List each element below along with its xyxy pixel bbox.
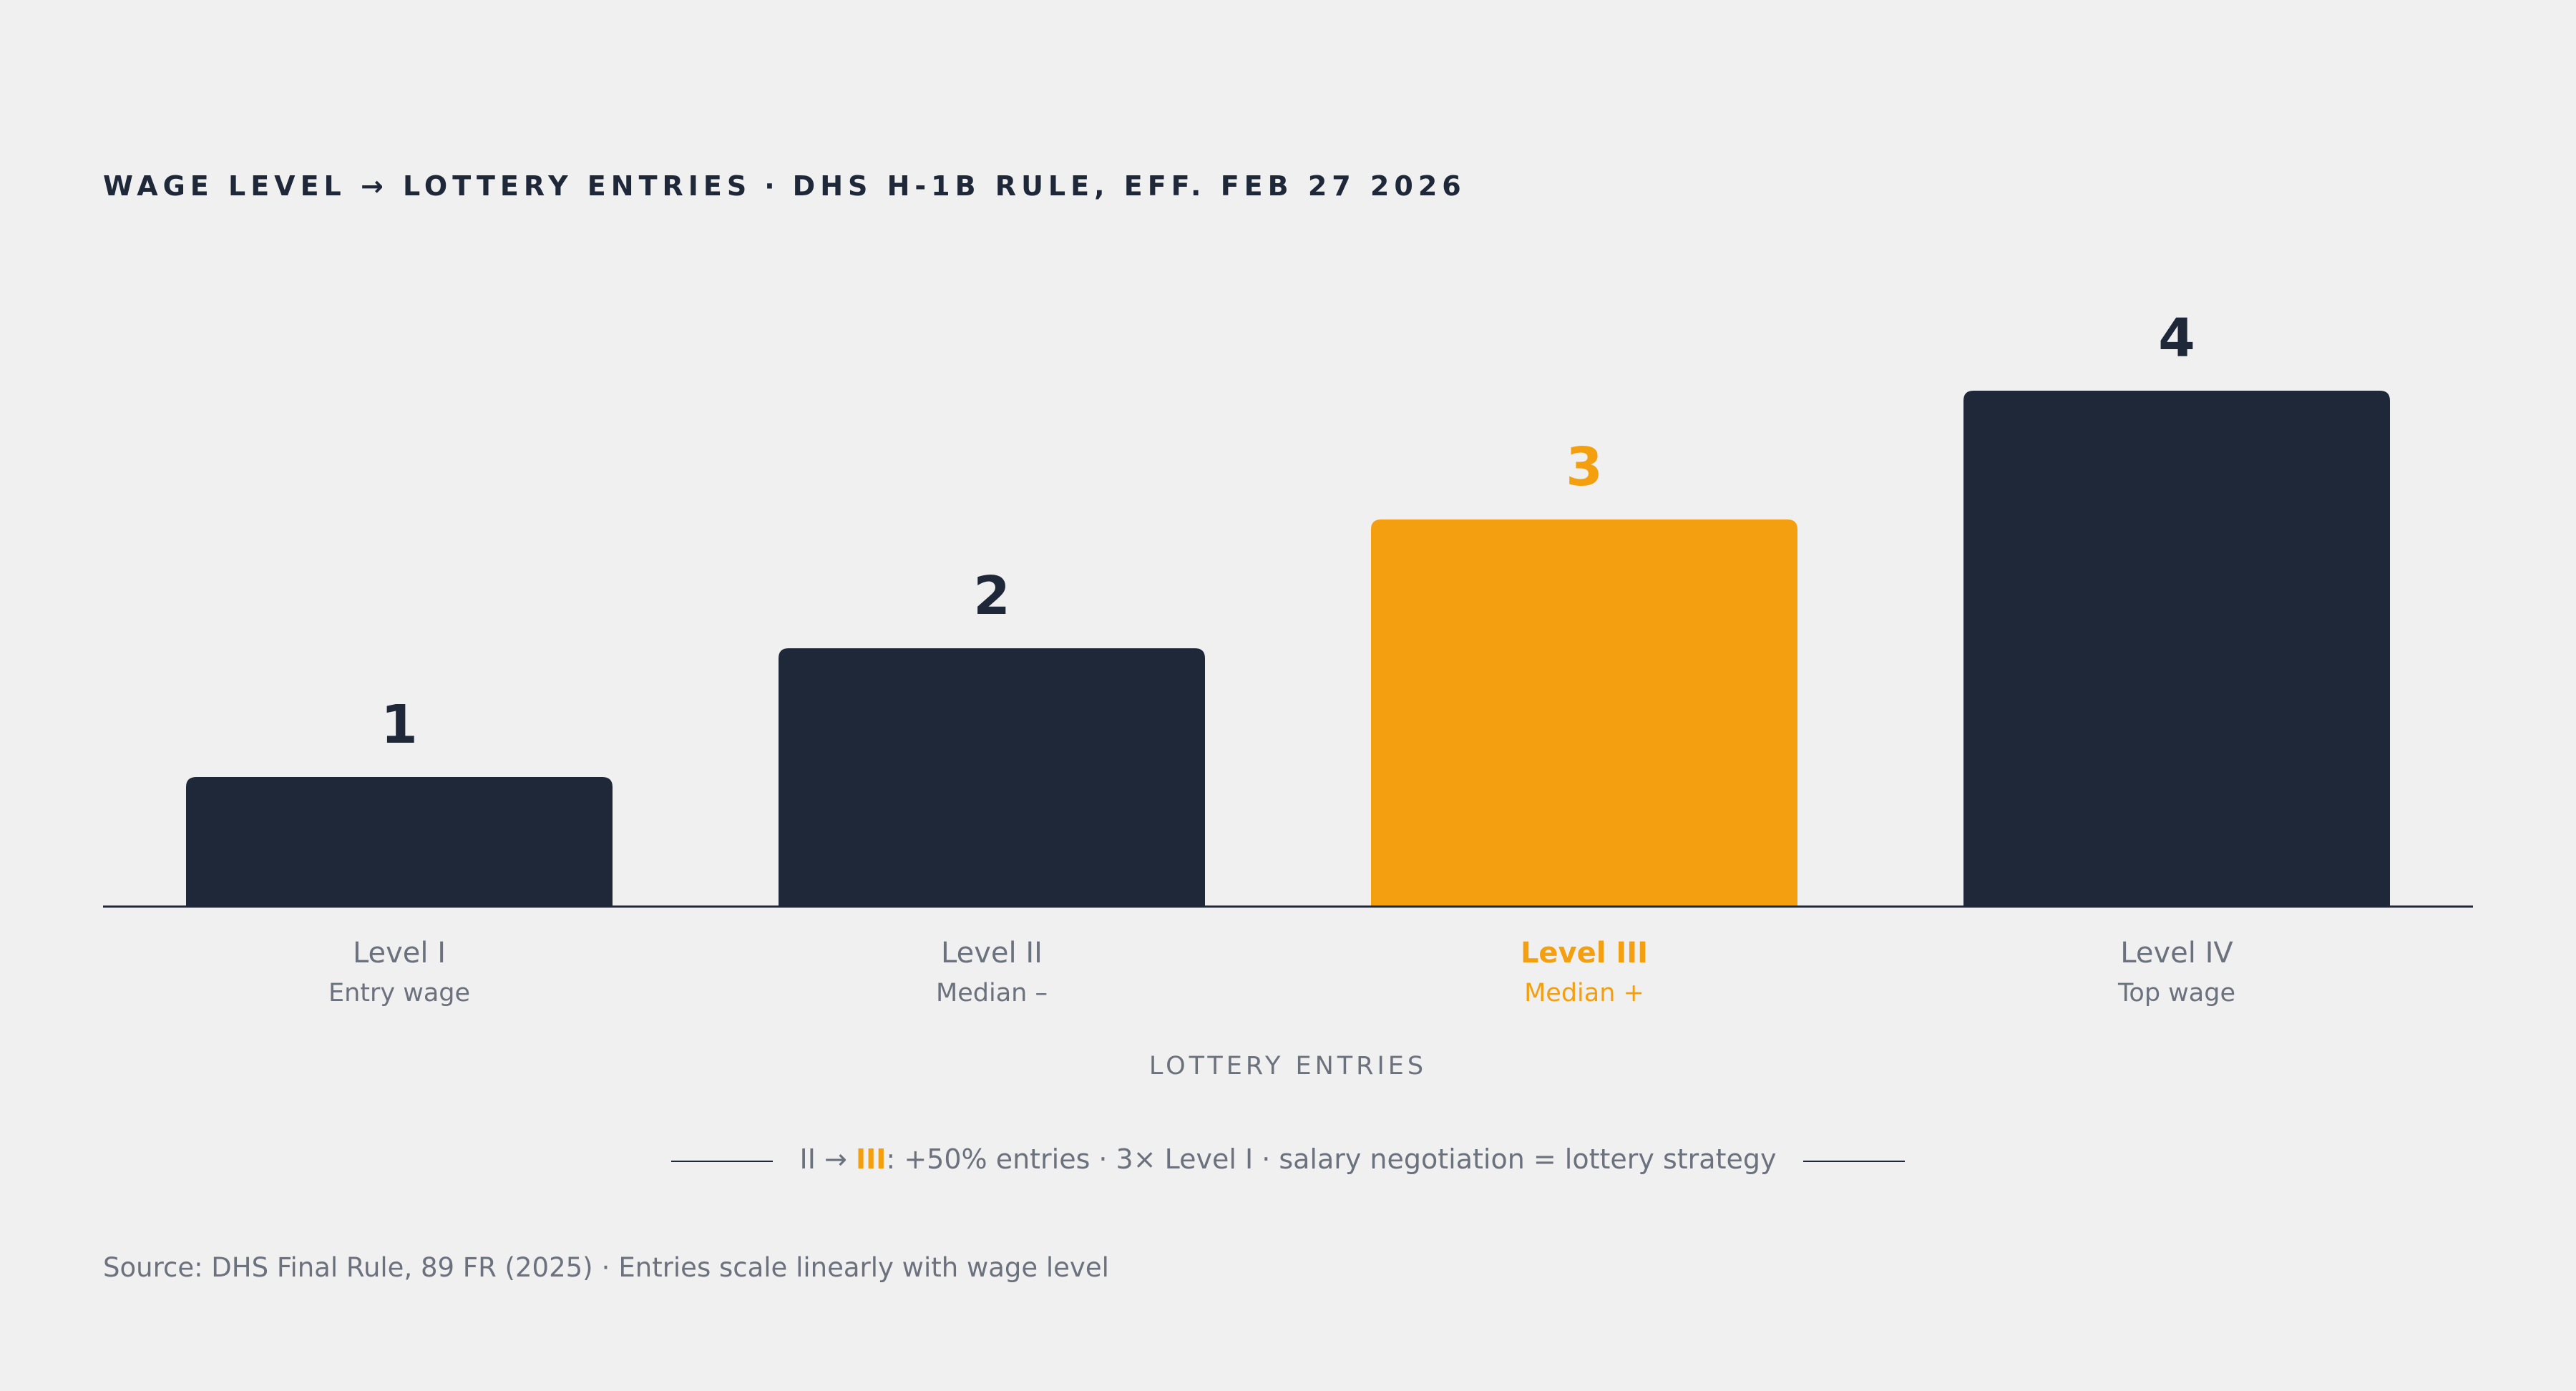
footnote-part2: 3× Level I xyxy=(1116,1143,1254,1175)
bar-value-label-1: 1 xyxy=(381,694,418,756)
source-separator: · xyxy=(601,1252,610,1283)
bar-value-label-3: 3 xyxy=(1566,436,1603,498)
chart-title-right: DHS H-1B RULE, EFF. FEB 27 2026 xyxy=(792,170,1466,202)
category-label-4: Level IV xyxy=(2120,937,2233,970)
category-label-1: Level I xyxy=(353,937,446,970)
bar-value-label-2: 2 xyxy=(973,565,1010,627)
footnote: II → III: +50% entries · 3× Level I · salary… xyxy=(0,1143,2576,1175)
footnote-arrow: → xyxy=(824,1143,847,1175)
bar-4 xyxy=(1963,391,2390,906)
chart-title: WAGE LEVEL → LOTTERY ENTRIES · DHS H-1B RU… xyxy=(103,170,1466,202)
bar-value-label-4: 4 xyxy=(2158,308,2195,369)
footnote-sep-1: · xyxy=(1098,1143,1108,1175)
category-label-2: Level II xyxy=(941,937,1043,970)
source-text: Source: DHS Final Rule, 89 FR (2025) xyxy=(103,1252,593,1283)
category-sublabel-2: Median – xyxy=(936,979,1048,1007)
category-sublabel-4: Top wage xyxy=(2117,979,2235,1007)
bar-1 xyxy=(186,777,613,906)
footnote-rule-right xyxy=(1803,1160,1906,1162)
bar-3 xyxy=(1371,519,1797,906)
footnote-colon: : xyxy=(886,1143,896,1175)
footnote-rule-left xyxy=(670,1160,773,1162)
footnote-to: III xyxy=(855,1143,887,1175)
source-method-note: Entries scale linearly with wage level xyxy=(618,1252,1109,1283)
footnote-from: II xyxy=(799,1143,816,1175)
footnote-part3: salary negotiation = lottery strategy xyxy=(1279,1143,1777,1175)
footnote-sep-2: · xyxy=(1262,1143,1271,1175)
category-label-3: Level III xyxy=(1521,937,1648,970)
category-sublabel-3: Median + xyxy=(1524,979,1644,1007)
category-sublabel-1: Entry wage xyxy=(328,979,470,1007)
chart-title-left: WAGE LEVEL → LOTTERY ENTRIES xyxy=(103,170,752,202)
x-axis-title: LOTTERY ENTRIES xyxy=(1149,1052,1427,1080)
footnote-part1: +50% entries xyxy=(904,1143,1091,1175)
bar-2 xyxy=(779,648,1205,906)
chart-title-separator: · xyxy=(764,170,780,202)
source-note: Source: DHS Final Rule, 89 FR (2025) · Ent… xyxy=(103,1252,1109,1283)
